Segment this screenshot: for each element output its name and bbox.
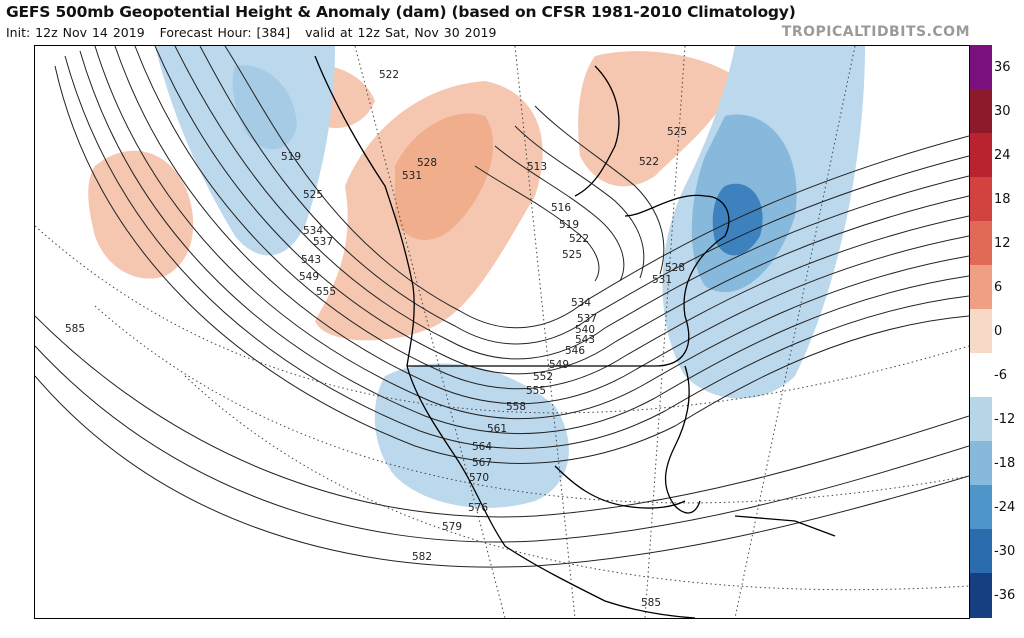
colorbar-tick-label: 18 <box>994 192 1011 208</box>
contour-label: 555 <box>316 286 336 298</box>
contour-label: 531 <box>402 170 422 182</box>
colorbar-tick-label: 30 <box>994 104 1011 120</box>
colorbar-segment <box>970 397 992 442</box>
contour-label: 525 <box>303 189 323 201</box>
contour-label: 558 <box>506 401 526 413</box>
map-canvas: 519 525 534 537 543 549 555 585 522 528 … <box>35 46 969 618</box>
contour-label: 537 <box>313 236 333 248</box>
contour-label: 552 <box>533 371 553 383</box>
contour-label: 522 <box>569 233 589 245</box>
chart-subtitle: Init: 12z Nov 14 2019 Forecast Hour: [38… <box>6 25 496 40</box>
anomaly-neg-alaska-core <box>232 65 297 150</box>
height-contours <box>35 46 969 568</box>
colorbar-tick-label: -30 <box>994 544 1016 560</box>
init-time: Init: 12z Nov 14 2019 <box>6 25 145 40</box>
contour-labels: 519 525 534 537 543 549 555 585 522 528 … <box>65 69 687 609</box>
contour-label: 549 <box>299 271 319 283</box>
positive-anomaly-areas <box>88 51 735 341</box>
contour-label: 585 <box>65 323 85 335</box>
contour-label: 534 <box>303 225 323 237</box>
brand-watermark: TROPICALTIDBITS.COM <box>781 24 970 40</box>
colorbar-segment <box>970 177 992 222</box>
contour-label: 582 <box>412 551 432 563</box>
colorbar-tick-label: -24 <box>994 500 1016 516</box>
valid-time: valid at 12z Sat, Nov 30 2019 <box>305 25 497 40</box>
colorbar-tick-label: -12 <box>994 412 1016 428</box>
colorbar-segment <box>970 529 992 574</box>
contour-label: 513 <box>527 161 547 173</box>
contour-label: 546 <box>565 345 585 357</box>
contour-label: 555 <box>526 385 546 397</box>
contour-label: 534 <box>571 297 591 309</box>
colorbar-tick-label: -36 <box>994 588 1016 604</box>
contour-label: 522 <box>379 69 399 81</box>
contour-label: 540 <box>575 324 595 336</box>
contour-label: 528 <box>665 262 685 274</box>
contour-label: 543 <box>575 334 595 346</box>
colorbar-tick-label: 36 <box>994 60 1011 76</box>
contour-label: 567 <box>472 457 492 469</box>
chart-title: GEFS 500mb Geopotential Height & Anomaly… <box>6 3 796 21</box>
colorbar-segment <box>970 221 992 266</box>
contour-label: 519 <box>559 219 579 231</box>
contour-label: 585 <box>641 597 661 609</box>
contour-label: 528 <box>417 157 437 169</box>
contour-label: 516 <box>551 202 571 214</box>
colorbar-tick-label: -18 <box>994 456 1016 472</box>
contour-label: 531 <box>652 274 672 286</box>
colorbar-segment <box>970 441 992 486</box>
colorbar-segment <box>970 265 992 310</box>
contour-label: 561 <box>487 423 507 435</box>
colorbar-tick-label: 12 <box>994 236 1011 252</box>
contour-label: 570 <box>469 472 489 484</box>
contour-label: 579 <box>442 521 462 533</box>
colorbar-segment <box>970 133 992 178</box>
colorbar-tick-label: 24 <box>994 148 1011 164</box>
colorbar-segment <box>970 573 992 618</box>
colorbar-segment <box>970 45 992 90</box>
height-anomaly-map: 519 525 534 537 543 549 555 585 522 528 … <box>34 45 970 619</box>
negative-anomaly-areas <box>155 46 865 508</box>
colorbar-segment <box>970 89 992 134</box>
contour-label: 525 <box>562 249 582 261</box>
forecast-hour: Forecast Hour: [384] <box>159 25 291 40</box>
anomaly-pos-pacific <box>88 150 194 279</box>
colorbar-tick-label: 0 <box>994 324 1003 340</box>
contour-label: 576 <box>468 502 488 514</box>
anomaly-neg-southwest <box>374 363 569 508</box>
colorbar-tick-label: 6 <box>994 280 1003 296</box>
contour-label: 522 <box>639 156 659 168</box>
colorbar-segment <box>970 309 992 354</box>
colorbar-segment <box>970 485 992 530</box>
contour-label: 549 <box>549 359 569 371</box>
contour-label: 543 <box>301 254 321 266</box>
anomaly-pos-west-core <box>395 113 494 240</box>
latlon-grid <box>35 46 969 618</box>
contour-label: 564 <box>472 441 492 453</box>
contour-label: 537 <box>577 313 597 325</box>
colorbar-segment <box>970 353 992 398</box>
contour-label: 519 <box>281 151 301 163</box>
anomaly-neg-atlantic-core <box>712 183 763 256</box>
colorbar-tick-label: -6 <box>994 368 1007 384</box>
coastlines <box>314 55 836 618</box>
contour-label: 525 <box>667 126 687 138</box>
anomaly-colorbar <box>970 45 992 618</box>
anomaly-pos-greenland <box>578 51 735 187</box>
